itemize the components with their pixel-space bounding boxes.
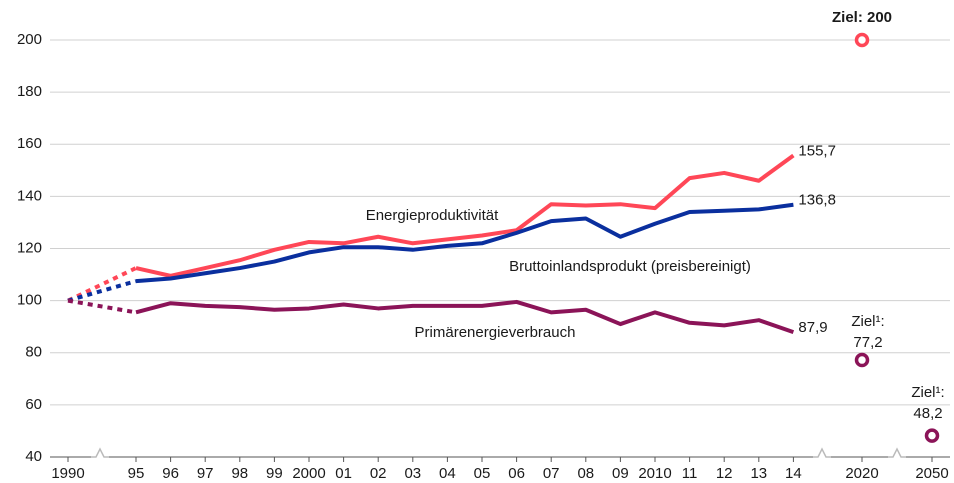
x-tick-label: 13 bbox=[750, 465, 767, 482]
y-tick-label: 200 bbox=[17, 31, 42, 48]
x-tick-label: 09 bbox=[612, 465, 629, 482]
x-tick-label: 97 bbox=[197, 465, 214, 482]
y-tick-label: 120 bbox=[17, 239, 42, 256]
x-tick-label: 99 bbox=[266, 465, 283, 482]
target-marker bbox=[854, 32, 870, 48]
value-label: 155,7 bbox=[798, 142, 836, 159]
x-tick-label: 06 bbox=[508, 465, 525, 482]
y-tick-label: 100 bbox=[17, 292, 42, 309]
line bbox=[135, 202, 794, 284]
x-tick-label: 04 bbox=[439, 465, 456, 482]
target-marker bbox=[924, 428, 940, 443]
line-dotted bbox=[67, 266, 137, 303]
y-tick-label: 180 bbox=[17, 83, 42, 100]
y-tick-label: 160 bbox=[17, 135, 42, 152]
x-tick-label: 95 bbox=[128, 465, 145, 482]
x-tick-label: 2000 bbox=[292, 465, 325, 482]
x-tick-label: 96 bbox=[162, 465, 179, 482]
line-dotted bbox=[67, 279, 137, 303]
series-label: Energieproduktivität bbox=[366, 207, 499, 224]
x-tick-label: 2010 bbox=[638, 465, 671, 482]
line-dotted bbox=[67, 298, 137, 315]
y-tick-label: 60 bbox=[25, 396, 42, 413]
x-tick-label: 2020 bbox=[845, 465, 878, 482]
x-tick-label: 05 bbox=[474, 465, 491, 482]
axis-break bbox=[92, 449, 108, 465]
y-tick-label: 80 bbox=[25, 344, 42, 361]
x-tick-label: 98 bbox=[231, 465, 248, 482]
x-tick-label: 03 bbox=[404, 465, 421, 482]
axis-break bbox=[813, 447, 831, 458]
series-label: Primärenergieverbrauch bbox=[415, 324, 576, 341]
target-label: 48,2 bbox=[913, 405, 942, 422]
line bbox=[135, 153, 795, 278]
line bbox=[135, 299, 795, 335]
axis-break bbox=[889, 449, 905, 465]
value-label: 87,9 bbox=[798, 319, 827, 336]
target-label: Ziel¹: bbox=[911, 384, 944, 401]
target-label: Ziel: 200 bbox=[832, 9, 892, 26]
x-tick-label: 14 bbox=[785, 465, 802, 482]
value-label: 136,8 bbox=[798, 192, 836, 209]
axis-break bbox=[814, 449, 830, 465]
x-tick-label: 1990 bbox=[51, 465, 84, 482]
y-tick-label: 140 bbox=[17, 187, 42, 204]
x-tick-label: 08 bbox=[577, 465, 594, 482]
series-label: Bruttoinlandsprodukt (preisbereinigt) bbox=[509, 258, 751, 275]
x-tick-label: 02 bbox=[370, 465, 387, 482]
x-tick-label: 2050 bbox=[915, 465, 948, 482]
target-label: 77,2 bbox=[853, 334, 882, 351]
target-label: Ziel¹: bbox=[851, 313, 884, 330]
target-marker bbox=[854, 352, 870, 368]
x-tick-label: 07 bbox=[543, 465, 560, 482]
y-tick-label: 40 bbox=[25, 448, 42, 465]
axis-break bbox=[91, 447, 109, 458]
x-tick-label: 12 bbox=[716, 465, 733, 482]
x-tick-label: 11 bbox=[682, 465, 698, 482]
axis-break bbox=[888, 447, 906, 458]
x-tick-label: 01 bbox=[335, 465, 352, 482]
